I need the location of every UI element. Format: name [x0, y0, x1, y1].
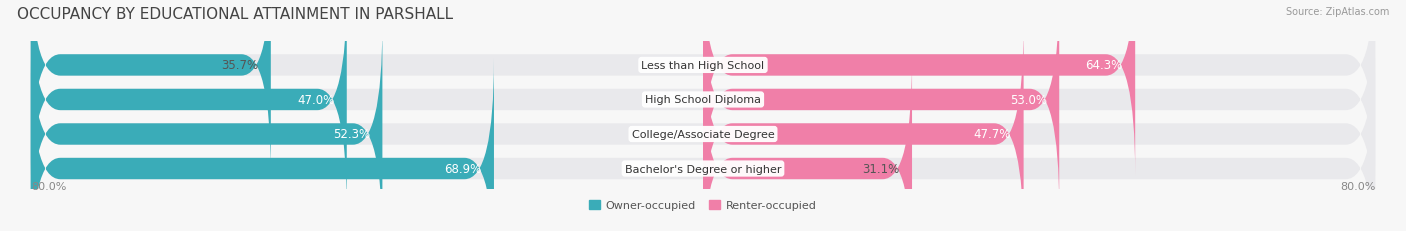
Text: Bachelor's Degree or higher: Bachelor's Degree or higher [624, 164, 782, 174]
Text: 80.0%: 80.0% [1340, 181, 1375, 191]
FancyBboxPatch shape [31, 0, 347, 210]
Text: Source: ZipAtlas.com: Source: ZipAtlas.com [1285, 7, 1389, 17]
FancyBboxPatch shape [31, 0, 271, 175]
Text: 64.3%: 64.3% [1085, 59, 1122, 72]
FancyBboxPatch shape [703, 25, 1024, 231]
Text: 52.3%: 52.3% [333, 128, 370, 141]
Text: OCCUPANCY BY EDUCATIONAL ATTAINMENT IN PARSHALL: OCCUPANCY BY EDUCATIONAL ATTAINMENT IN P… [17, 7, 453, 22]
FancyBboxPatch shape [703, 0, 1135, 175]
FancyBboxPatch shape [31, 59, 494, 231]
Text: 80.0%: 80.0% [31, 181, 66, 191]
Text: High School Diploma: High School Diploma [645, 95, 761, 105]
Text: 47.7%: 47.7% [973, 128, 1011, 141]
FancyBboxPatch shape [703, 0, 1059, 210]
FancyBboxPatch shape [31, 0, 1375, 210]
FancyBboxPatch shape [31, 0, 1375, 175]
Text: 35.7%: 35.7% [221, 59, 259, 72]
Text: 47.0%: 47.0% [297, 94, 335, 106]
Legend: Owner-occupied, Renter-occupied: Owner-occupied, Renter-occupied [589, 200, 817, 210]
Text: 68.9%: 68.9% [444, 162, 481, 175]
FancyBboxPatch shape [31, 25, 1375, 231]
Text: College/Associate Degree: College/Associate Degree [631, 129, 775, 139]
Text: 53.0%: 53.0% [1010, 94, 1046, 106]
FancyBboxPatch shape [31, 59, 1375, 231]
Text: Less than High School: Less than High School [641, 61, 765, 71]
FancyBboxPatch shape [703, 59, 912, 231]
FancyBboxPatch shape [31, 25, 382, 231]
Text: 31.1%: 31.1% [862, 162, 900, 175]
